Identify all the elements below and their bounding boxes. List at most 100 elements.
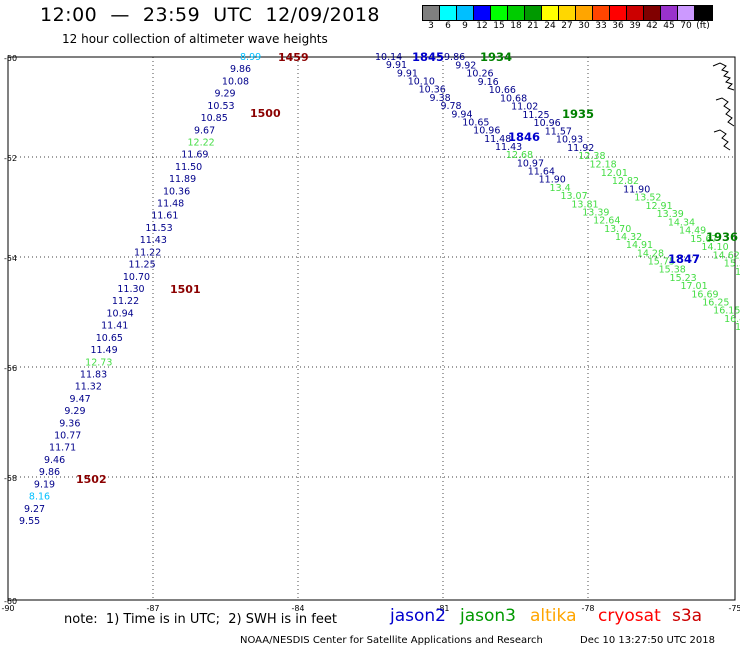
coastline: [712, 62, 735, 91]
track-jason2-value: 9.78: [440, 101, 461, 112]
track-jason2-time: 1845: [412, 50, 444, 64]
track-jason3-time: 1934: [480, 50, 512, 64]
legend-swatch: [593, 6, 610, 20]
legend-swatch-label: 36: [612, 21, 624, 31]
track-jason2-value: 14.91: [626, 240, 653, 251]
legend-swatch: [644, 6, 661, 20]
legend-swatch: [576, 6, 593, 20]
track-west-value: 11.43: [140, 235, 167, 246]
legend-swatch: [440, 6, 457, 20]
track-jason3-value: 15.38: [724, 259, 740, 270]
track-jason2-value: 10.97: [517, 158, 544, 169]
track-jason2-value: 14.32: [615, 232, 642, 243]
track-jason3-time: 1936: [706, 230, 738, 244]
lat-label: -58: [4, 474, 17, 483]
track-jason3-value: 14.10: [701, 242, 728, 253]
lon-label: -87: [146, 604, 159, 613]
track-jason3-value: 14.62: [713, 250, 740, 261]
track-west-value: 9.46: [44, 455, 65, 466]
sat-legend-altika: altika: [530, 606, 577, 626]
legend-swatch-label: 33: [595, 21, 607, 31]
legend-swatch-label: 9: [462, 21, 468, 31]
track-west-value: 10.77: [54, 431, 81, 442]
track-jason3-value: 9.92: [455, 60, 476, 71]
track-west-time: 1502: [76, 473, 107, 486]
sat-legend-s3a: s3a: [672, 606, 703, 626]
track-jason2-value: 10.36: [419, 85, 446, 96]
track-jason3-value: 10.68: [500, 93, 527, 104]
track-jason2-value: 15.38: [659, 265, 686, 276]
track-west-value: 9.29: [214, 89, 235, 100]
track-west-time: 1500: [250, 107, 281, 120]
track-jason3-value: 9.86: [444, 52, 465, 63]
lon-label: -84: [291, 604, 304, 613]
track-jason2-value: 9.91: [386, 60, 407, 71]
legend-swatch: [610, 6, 627, 20]
credit-timestamp: Dec 10 13:27:50 UTC 2018: [580, 635, 715, 646]
track-jason2-value: 13.39: [582, 207, 609, 218]
legend-swatch-label: 45: [663, 21, 675, 31]
track-jason2-value: 15.23: [670, 273, 697, 284]
track-jason3-time: 1935: [562, 107, 594, 121]
track-jason2-value: 9.94: [451, 109, 472, 120]
coastline: [713, 129, 731, 151]
legend-swatch: [695, 6, 712, 20]
legend-swatch-label: 3: [428, 21, 434, 31]
lon-label: -78: [581, 604, 594, 613]
track-west-value: 11.69: [181, 150, 208, 161]
legend-swatch-label: 30: [578, 21, 590, 31]
track-jason2-time: 1846: [508, 130, 540, 144]
track-west-value: 10.53: [207, 101, 234, 112]
track-west-value: 9.36: [59, 418, 80, 429]
track-jason2-value: 9.91: [397, 68, 418, 79]
track-jason3-value: 11.02: [511, 102, 538, 113]
track-jason3-value: 10.96: [534, 118, 561, 129]
track-west-value: 11.89: [169, 174, 196, 185]
track-west-value: 8.16: [29, 492, 50, 503]
legend-swatch: [559, 6, 576, 20]
sat-legend-jason3: jason3: [460, 606, 516, 626]
lat-label: -50: [4, 54, 17, 63]
track-west-value: 9.67: [194, 125, 215, 136]
track-jason3-value: 13.52: [634, 193, 661, 204]
track-west-value: 9.47: [70, 394, 91, 405]
track-jason2-value: 16.25: [702, 297, 729, 308]
track-west-value: 9.29: [64, 406, 85, 417]
track-jason3-value: 9.16: [478, 77, 499, 88]
track-west-value: 10.94: [107, 308, 134, 319]
track-jason3-value: 12.38: [578, 151, 605, 162]
track-west-value: 9.27: [24, 504, 45, 515]
legend-swatch: [542, 6, 559, 20]
track-west-time: 1459: [278, 51, 309, 64]
lat-label: -52: [4, 154, 17, 163]
legend-swatch-label: 21: [527, 21, 539, 31]
track-jason2-value: 11.43: [495, 142, 522, 153]
track-west-value: 10.65: [96, 333, 123, 344]
track-jason2-value: 10.14: [375, 52, 402, 63]
sat-legend-jason2: jason2: [390, 606, 446, 626]
track-jason3-value: 11.25: [522, 110, 549, 121]
legend-swatch: [678, 6, 695, 20]
track-jason2-value: 16.15: [713, 306, 740, 317]
track-west-value: 11.48: [157, 199, 184, 210]
track-west-value: 11.41: [101, 321, 128, 332]
track-jason2-value: 16.69: [691, 289, 718, 300]
track-jason3-value: 12.82: [612, 176, 639, 187]
legend-swatch: [508, 6, 525, 20]
track-jason3-value: 12.01: [601, 168, 628, 179]
legend-swatch-label: 18: [510, 21, 522, 31]
lon-label: -81: [436, 604, 449, 613]
track-west-value: 9.86: [230, 64, 251, 75]
legend-swatch-label: 39: [629, 21, 641, 31]
track-west-value: 11.83: [80, 369, 107, 380]
legend-swatch-label: 24: [544, 21, 556, 31]
legend-swatch: [423, 6, 440, 20]
legend-swatch-label: 42: [646, 21, 658, 31]
track-jason3-value: 11.92: [567, 143, 594, 154]
track-jason2-value: 13.81: [571, 199, 598, 210]
legend-swatch: [661, 6, 678, 20]
legend-swatch-label: 15: [493, 21, 505, 31]
track-west-value: 11.49: [90, 345, 117, 356]
track-west-value: 11.71: [49, 443, 76, 454]
